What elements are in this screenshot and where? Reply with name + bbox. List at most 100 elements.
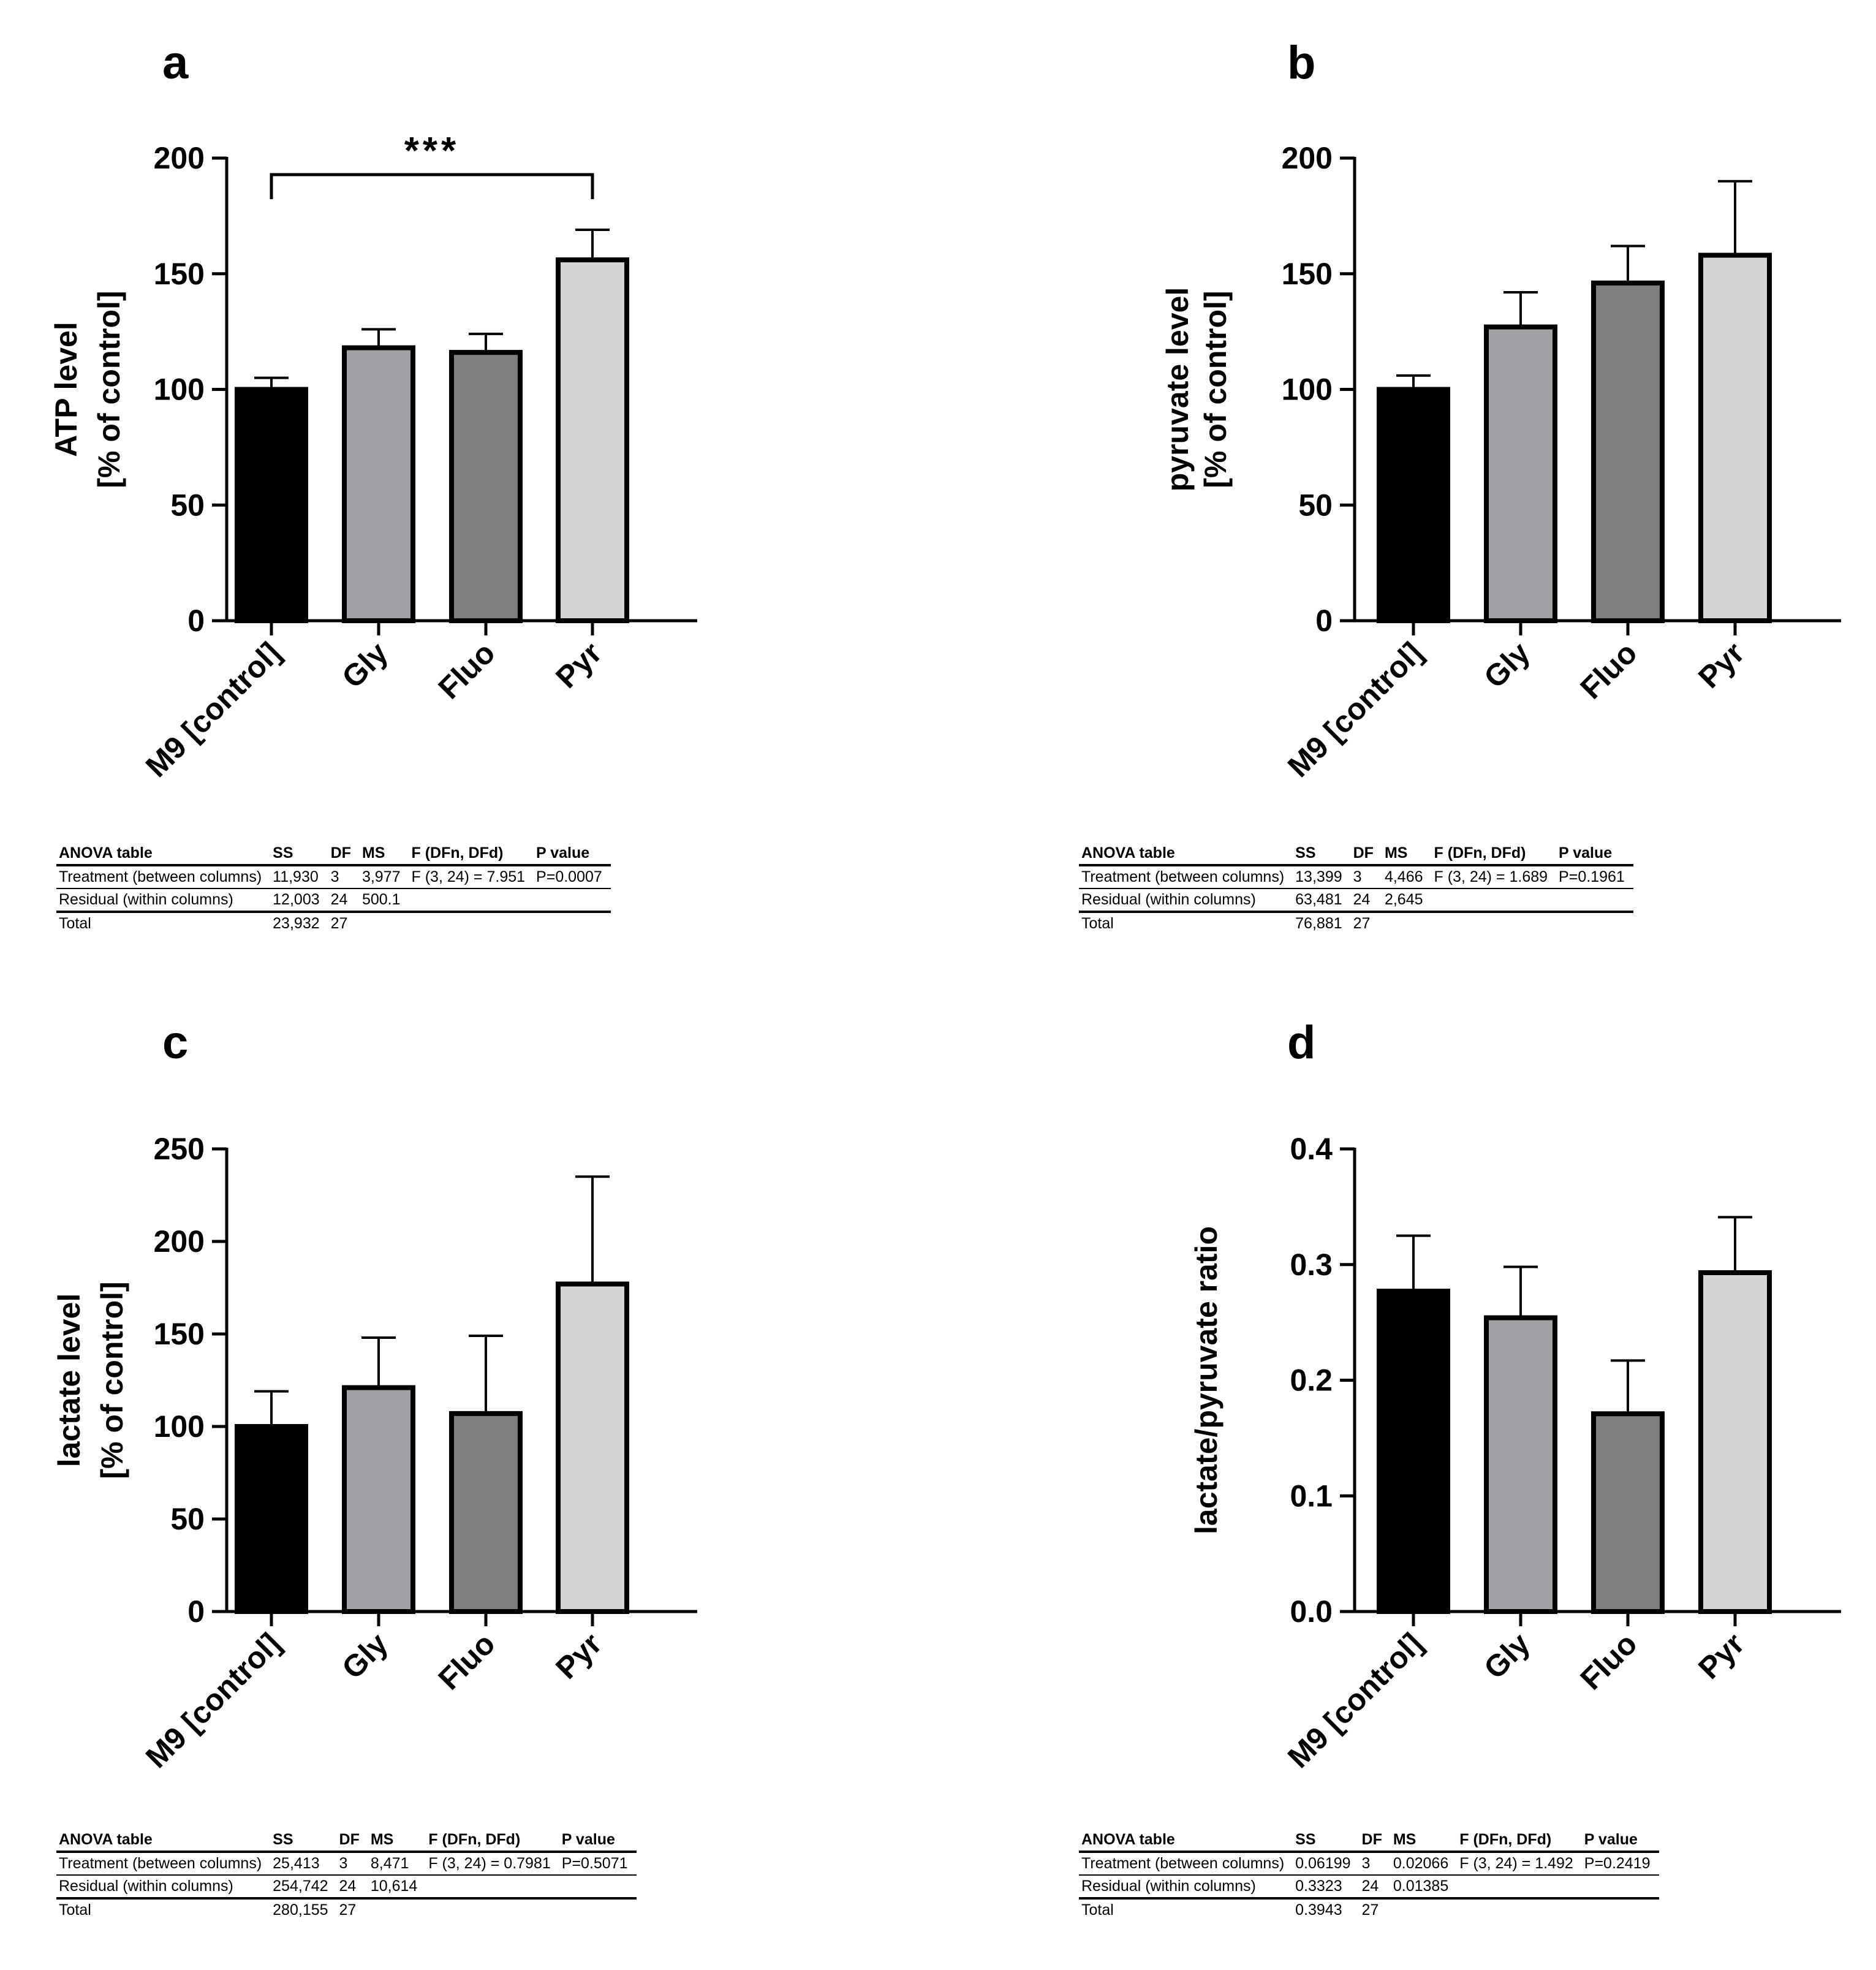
- anova-cell: Total: [59, 1901, 91, 1919]
- anova-cell: Residual (within columns): [56, 1875, 271, 1900]
- anova-cell: [1457, 1875, 1582, 1900]
- bar-m9-control: [1377, 1289, 1450, 1615]
- x-category-label: M9 [control]: [139, 635, 287, 784]
- anova-cell: 27: [330, 915, 348, 932]
- x-category-label: Pyr: [1692, 635, 1751, 695]
- anova-header-cell: MS: [368, 1829, 426, 1853]
- bar-fluo: [449, 350, 523, 623]
- anova-row: Total 280,155 27: [56, 1898, 637, 1921]
- anova-header-cell: DF: [1350, 843, 1382, 866]
- anova-cell: [1556, 888, 1633, 913]
- anova-cell: 2,645: [1382, 888, 1432, 913]
- anova-header-cell: ANOVA table: [56, 843, 271, 866]
- x-category-label: M9 [control]: [139, 1626, 287, 1775]
- y-axis-label: [% of control]: [1198, 290, 1233, 488]
- anova-cell: P=0.1961: [1556, 865, 1633, 889]
- y-tick-label: 100: [154, 1409, 205, 1444]
- anova-cell: 0.06199: [1293, 1852, 1360, 1876]
- anova-cell: F (3, 24) = 1.492: [1457, 1852, 1582, 1876]
- y-axis-label: lactate/pyruvate ratio: [1189, 1226, 1224, 1534]
- anova-cell: 10,614: [368, 1875, 426, 1900]
- anova-row: Treatment (between columns) 25,413 3 8,471 F…: [56, 1852, 637, 1876]
- bar-chart-lactate-pyruvate-ratio: d lactate/pyruvate ratio 0.0 0.1 0.2 0.3 0.4 M9…: [1189, 1017, 1841, 1775]
- y-tick-label: 150: [1282, 257, 1333, 291]
- anova-cell: P=0.2419: [1581, 1852, 1659, 1876]
- anova-cell: [1391, 1898, 1457, 1921]
- anova-cell: [559, 1898, 637, 1921]
- anova-row: Residual (within columns) 254,742 24 10,614: [56, 1875, 637, 1900]
- anova-header-row: ANOVA table SS DF MS F (DFn, DFd) P value: [56, 843, 611, 866]
- anova-cell: 76,881: [1295, 915, 1342, 932]
- panel-b: b pyruvate level [% of control] 0 50 100 150 20…: [938, 0, 1876, 985]
- y-tick-label: 0.3: [1290, 1248, 1333, 1282]
- x-category-label: Fluo: [1574, 1626, 1644, 1696]
- panel-letter: c: [162, 1017, 188, 1069]
- anova-row: Residual (within columns) 12,003 24 500.1: [56, 888, 611, 913]
- panel-a: a ATP level [% of control] 0 50 100 150 200 M9 […: [0, 0, 938, 985]
- anova-header-row: ANOVA table SS DF MS F (DFn, DFd) P value: [56, 1829, 637, 1853]
- bar-fluo: [1591, 280, 1665, 624]
- significance-label: ***: [404, 130, 460, 172]
- bar-chart-pyruvate: b pyruvate level [% of control] 0 50 100 150 20…: [1160, 37, 1841, 784]
- anova-header-cell: P value: [559, 1829, 637, 1853]
- anova-cell: [1432, 912, 1557, 934]
- anova-header-cell: ANOVA table: [1079, 843, 1293, 866]
- anova-cell: 254,742: [270, 1875, 337, 1900]
- x-category-label: M9 [control]: [1281, 635, 1429, 784]
- anova-cell: 23,932: [273, 915, 320, 932]
- x-category-label: Fluo: [1574, 635, 1644, 705]
- anova-cell: [368, 1898, 426, 1921]
- anova-cell: 3: [1350, 865, 1382, 889]
- y-tick-label: 100: [1282, 373, 1333, 407]
- panel-c: c lactate level [% of control] 0 50 100 150 200…: [0, 985, 938, 1969]
- anova-cell: [1556, 912, 1633, 934]
- anova-header-cell: P value: [1556, 843, 1633, 866]
- y-tick-label: 50: [170, 488, 205, 522]
- x-category-label: Gly: [335, 635, 395, 695]
- anova-cell: [559, 1875, 637, 1900]
- bar-gly: [1484, 324, 1557, 623]
- anova-cell: [426, 1898, 559, 1921]
- anova-cell: 11,930: [270, 865, 328, 889]
- anova-cell: [1581, 1875, 1659, 1900]
- x-category-label: Fluo: [432, 1626, 502, 1696]
- anova-cell: [1382, 912, 1432, 934]
- bar-pyr: [1698, 252, 1772, 623]
- anova-header-cell: ANOVA table: [1079, 1829, 1293, 1853]
- bar-m9-control: [1377, 387, 1450, 623]
- y-axis-label: lactate level: [52, 1294, 86, 1468]
- anova-header-row: ANOVA table SS DF MS F (DFn, DFd) P value: [1079, 1829, 1659, 1853]
- anova-cell: 0.3323: [1293, 1875, 1360, 1900]
- anova-cell: 24: [328, 888, 360, 913]
- y-tick-label: 200: [1282, 141, 1333, 175]
- anova-cell: Total: [59, 915, 91, 932]
- y-tick-label: 150: [154, 257, 205, 291]
- bar-chart-atp: a ATP level [% of control] 0 50 100 150 200 M9 […: [49, 37, 697, 784]
- panel-letter: b: [1287, 37, 1315, 89]
- anova-header-cell: SS: [270, 1829, 337, 1853]
- anova-row: Total 23,932 27: [56, 912, 611, 934]
- bar-m9-control: [235, 387, 308, 623]
- anova-header-cell: SS: [1293, 1829, 1360, 1853]
- anova-cell: P=0.0007: [534, 865, 611, 889]
- y-axis-label: ATP level: [49, 322, 83, 457]
- y-axis-label: [% of control]: [95, 1281, 129, 1479]
- anova-row: Treatment (between columns) 11,930 3 3,977 F…: [56, 865, 611, 889]
- anova-row: Residual (within columns) 63,481 24 2,645: [1079, 888, 1633, 913]
- anova-cell: 24: [1359, 1875, 1391, 1900]
- anova-cell: [1457, 1898, 1582, 1921]
- anova-cell: 0.01385: [1390, 1875, 1458, 1900]
- anova-table-c: ANOVA table SS DF MS F (DFn, DFd) P value Trea…: [56, 1829, 637, 1921]
- anova-cell: [409, 912, 534, 934]
- anova-cell: F (3, 24) = 0.7981: [426, 1852, 559, 1876]
- bar-pyr: [1698, 1270, 1772, 1614]
- x-category-label: Gly: [1477, 635, 1537, 695]
- anova-cell: 3: [328, 865, 360, 889]
- anova-header-cell: SS: [1293, 843, 1351, 866]
- bar-pyr: [556, 1281, 629, 1614]
- anova-cell: 500.1: [359, 888, 409, 913]
- significance-bracket: [270, 173, 594, 199]
- x-category-label: Pyr: [549, 635, 608, 695]
- anova-cell: 3: [336, 1852, 368, 1876]
- y-tick-label: 0: [187, 604, 205, 638]
